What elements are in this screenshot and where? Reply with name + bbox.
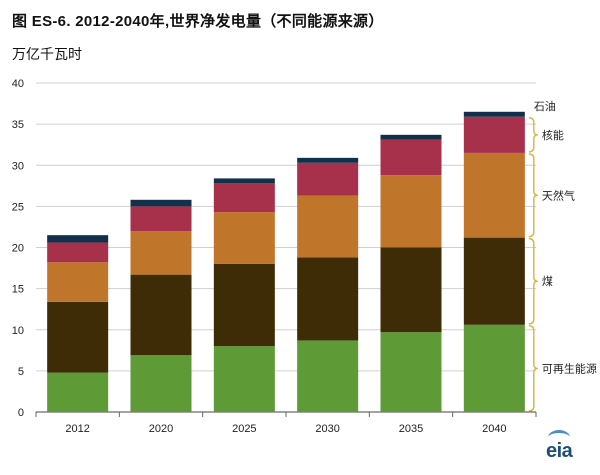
bar-segment (47, 235, 109, 243)
brace-1 (528, 237, 538, 325)
bar-segment (47, 242, 109, 263)
y-tick-label: 0 (18, 407, 24, 419)
x-tick-label: 2025 (232, 423, 256, 435)
series-label: 可再生能源 (542, 361, 597, 375)
bar-segment (130, 231, 192, 275)
bar-segment (380, 247, 442, 333)
bar-segment (47, 301, 109, 373)
bar-segment (463, 324, 525, 412)
bar-segment (380, 332, 442, 412)
bar-segment (380, 175, 442, 248)
bar-segment (380, 134, 442, 140)
bar-segment (463, 152, 525, 238)
brace-2 (528, 153, 538, 238)
y-tick-label: 20 (12, 243, 24, 255)
brace-3 (528, 117, 538, 153)
bar-segment (130, 274, 192, 356)
y-tick-label: 25 (12, 201, 24, 213)
y-tick-label: 40 (12, 78, 24, 90)
bar-segment (463, 237, 525, 325)
bar-segment (213, 183, 275, 213)
bar-segment (213, 178, 275, 184)
x-tick-label: 2040 (482, 423, 506, 435)
y-tick-label: 5 (18, 366, 24, 378)
bar-segment (213, 212, 275, 264)
x-tick-label: 2030 (315, 423, 339, 435)
y-tick-label: 35 (12, 119, 24, 131)
bar-segment (297, 162, 359, 196)
bar-segment (213, 346, 275, 412)
bar-segment (130, 355, 192, 412)
bar-segment (47, 262, 109, 302)
bar-segment (380, 139, 442, 176)
x-tick-label: 2035 (399, 423, 423, 435)
bar-segment (297, 257, 359, 341)
series-label: 石油 (534, 99, 556, 113)
y-tick-label: 15 (12, 284, 24, 296)
y-tick-label: 10 (12, 325, 24, 337)
brace-0 (528, 325, 538, 412)
bar-segment (297, 195, 359, 258)
bar-segment (130, 199, 192, 207)
y-tick-label: 30 (12, 160, 24, 172)
series-label: 煤 (542, 275, 553, 288)
bar-segment (47, 372, 109, 412)
x-tick-label: 2020 (149, 423, 173, 435)
y-axis-unit-label: 万亿千瓦时 (12, 46, 82, 62)
bar-segment (463, 111, 525, 117)
x-tick-label: 2012 (65, 423, 89, 435)
bar-segment (463, 116, 525, 153)
eia-logo: eia (546, 430, 573, 463)
series-label: 核能 (542, 128, 564, 142)
logo-arc-icon (548, 430, 570, 445)
series-label: 天然气 (542, 188, 575, 202)
bar-segment (130, 206, 192, 232)
chart-title: 图 ES-6. 2012-2040年,世界净发电量（不同能源来源） (12, 13, 384, 30)
bar-segment (297, 157, 359, 163)
logo-text: eia (546, 440, 573, 462)
bar-segment (297, 340, 359, 412)
bar-segment (213, 263, 275, 347)
